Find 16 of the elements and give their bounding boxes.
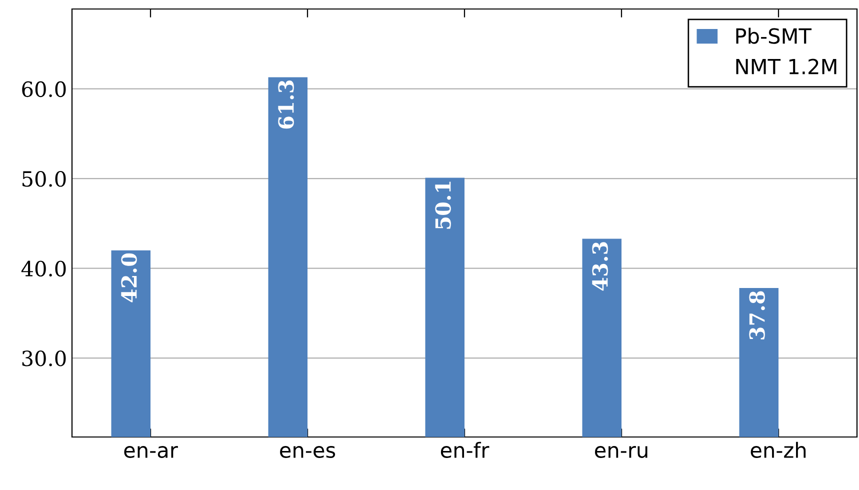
- x-tick-label: en-fr: [440, 442, 490, 458]
- x-tick-label: en-ru: [594, 446, 648, 458]
- x-tick-label: en-ar: [124, 446, 178, 458]
- data-label: 61.3: [278, 80, 294, 129]
- data-label: 42.0: [121, 253, 137, 302]
- y-tick-label: 30.0: [22, 350, 66, 366]
- data-label: 43.3: [592, 242, 608, 291]
- x-tick-label: en-es: [280, 446, 336, 458]
- y-tick-label: 60.0: [22, 81, 66, 98]
- y-tick-label: 40.0: [21, 260, 66, 277]
- legend-label: Pb-SMT: [736, 28, 812, 44]
- data-label: 50.1: [435, 182, 451, 229]
- text: NMT 1.2M: [736, 58, 836, 74]
- x-tick-label: en-zh: [750, 442, 806, 458]
- y-tick-label: 50.0: [22, 171, 66, 187]
- data-label: 37.8: [749, 291, 765, 340]
